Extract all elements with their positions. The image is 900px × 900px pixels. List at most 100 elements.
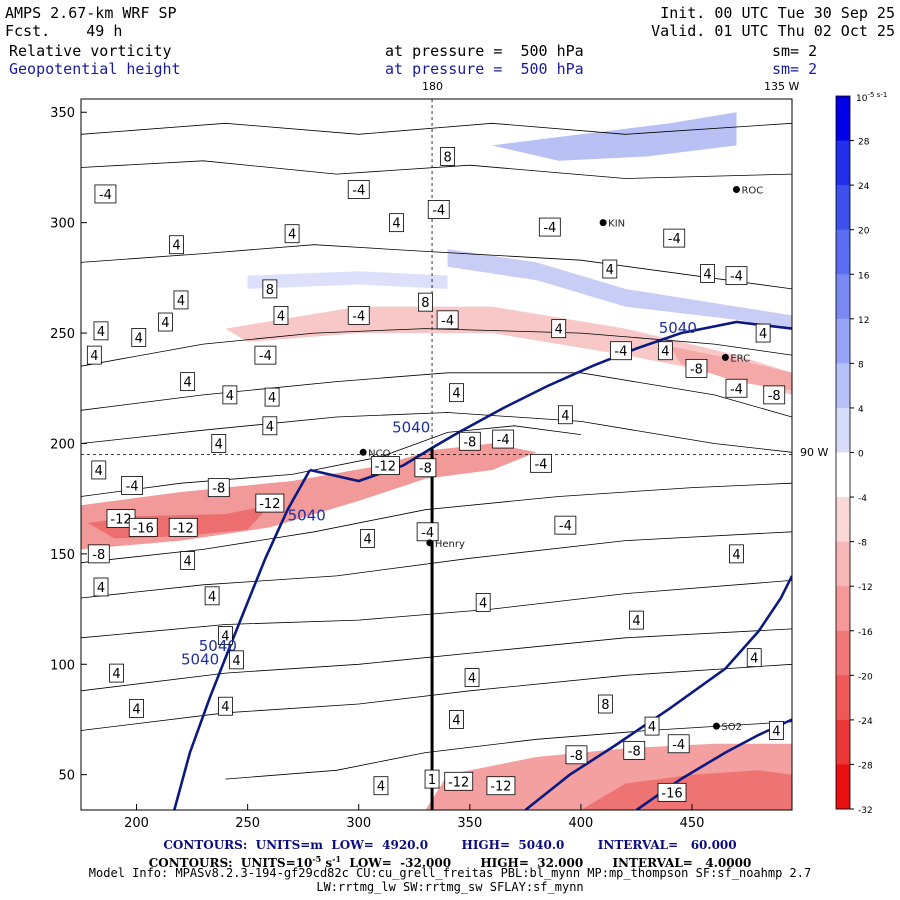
svg-text:4: 4: [277, 309, 285, 324]
svg-text:4: 4: [90, 349, 98, 364]
height-contour-label: 5040: [181, 650, 219, 668]
colorbar-segment: [836, 407, 850, 453]
svg-text:Henry: Henry: [435, 539, 465, 550]
svg-text:-12: -12: [448, 775, 469, 790]
physics-info: LW:rrtmg_lw SW:rrtmg_sw SFLAY:sf_mynn: [316, 880, 584, 894]
field2-name: Geopotential height: [9, 60, 181, 78]
vorticity-label: 4: [700, 264, 715, 283]
colorbar-segment: [836, 140, 850, 186]
height-contour-info: CONTOURS: UNITS=m LOW= 4920.0 HIGH= 5040…: [163, 838, 737, 852]
vorticity-label: 4: [644, 716, 660, 736]
svg-text:-4: -4: [441, 314, 454, 329]
colorbar-segment: [836, 497, 850, 543]
station-roc: ROC: [732, 186, 763, 197]
svg-text:-4: -4: [730, 382, 743, 397]
forecast-hour: Fcst. 49 h: [5, 22, 123, 40]
svg-text:4: 4: [561, 409, 569, 424]
field2-level: at pressure = 500 hPa: [385, 60, 584, 78]
y-tick-label: 100: [50, 658, 75, 673]
vorticity-label: 8: [262, 279, 278, 299]
svg-text:-4: -4: [126, 479, 139, 494]
colorbar-segment: [836, 96, 850, 142]
svg-text:-4: -4: [99, 188, 112, 203]
vorticity-label: -8: [685, 358, 708, 378]
vorticity-label: 4: [264, 387, 280, 407]
svg-text:4: 4: [606, 263, 614, 278]
vorticity-label: 4: [360, 529, 376, 548]
svg-text:4: 4: [648, 720, 656, 735]
y-tick-label: 150: [50, 548, 75, 563]
svg-text:4: 4: [377, 780, 385, 795]
vorticity-label: 4: [449, 710, 464, 729]
svg-text:4: 4: [172, 239, 180, 254]
svg-text:-12: -12: [173, 521, 194, 536]
svg-text:4: 4: [750, 652, 758, 667]
vorticity-contour-line: [81, 663, 792, 731]
svg-text:-4: -4: [497, 433, 510, 448]
vorticity-contour-line: [81, 372, 792, 418]
lon-180-label: 180: [422, 80, 443, 93]
svg-text:NCO: NCO: [368, 448, 390, 459]
svg-text:-8: -8: [628, 744, 641, 759]
colorbar-tick-label: 12: [858, 316, 869, 326]
svg-text:-4: -4: [432, 203, 445, 218]
y-tick-label: 250: [50, 327, 75, 342]
vorticity-label: 4: [746, 648, 762, 668]
vorticity-label: 4: [551, 319, 567, 339]
svg-text:-12: -12: [259, 497, 280, 512]
vorticity-contour-line: [81, 160, 792, 179]
x-tick-label: 200: [124, 816, 149, 831]
vorticity-label: -4: [416, 522, 439, 542]
svg-text:4: 4: [135, 331, 143, 346]
svg-text:-8: -8: [212, 482, 225, 497]
colorbar-tick-label: -12: [858, 583, 873, 593]
band-neg-south-core: [580, 770, 792, 810]
colorbar-segment: [836, 630, 850, 676]
station-nco: NCO: [359, 448, 391, 459]
svg-text:4: 4: [703, 267, 711, 282]
vorticity-label: 8: [440, 147, 456, 166]
vorticity-label: 8: [597, 694, 613, 714]
svg-text:KIN: KIN: [608, 219, 625, 230]
vorticity-label: -4: [538, 217, 561, 237]
y-tick-label: 200: [50, 437, 75, 452]
vorticity-label: 4: [284, 224, 300, 244]
vorticity-label: -8: [565, 745, 588, 765]
vorticity-label: 4: [629, 610, 644, 630]
vorticity-contour-line: [81, 482, 792, 564]
vorticity-label: 4: [557, 405, 573, 425]
svg-text:-4: -4: [259, 349, 272, 364]
vorticity-label: 4: [229, 650, 244, 670]
svg-text:-12: -12: [110, 513, 131, 528]
svg-text:4: 4: [268, 391, 276, 406]
y-tick-label: 350: [50, 106, 75, 121]
field2-smoothing: sm= 2: [772, 60, 818, 78]
svg-text:4: 4: [392, 217, 400, 232]
vorticity-label: -4: [254, 345, 277, 365]
vorticity-label: -8: [763, 385, 786, 405]
vorticity-label: -4: [427, 200, 450, 219]
vorticity-label: 4: [218, 626, 233, 645]
vorticity-label: -4: [347, 180, 370, 199]
svg-text:-12: -12: [375, 460, 396, 475]
colorbar-segment: [836, 675, 850, 721]
vorticity-contour-line: [225, 721, 792, 780]
svg-text:-4: -4: [668, 232, 681, 247]
svg-text:4: 4: [208, 590, 216, 605]
band-neg-mid: [225, 306, 792, 395]
height-contour-label: 5040: [288, 507, 326, 525]
svg-text:4: 4: [184, 376, 192, 391]
vorticity-label: 4: [389, 213, 404, 233]
vorticity-label: 4: [475, 593, 491, 612]
height-contour-5040-west: [173, 469, 312, 810]
colorbar-segment: [836, 363, 850, 409]
svg-text:-8: -8: [463, 435, 476, 450]
svg-text:4: 4: [288, 228, 296, 243]
colorbar-tick-label: -8: [858, 539, 867, 549]
height-contour-label: 5040: [392, 418, 430, 436]
vorticity-label: 4: [657, 341, 673, 361]
vorticity-label: 4: [222, 385, 238, 405]
vorticity-label: -4: [492, 429, 515, 449]
vorticity-label: -4: [94, 184, 117, 204]
